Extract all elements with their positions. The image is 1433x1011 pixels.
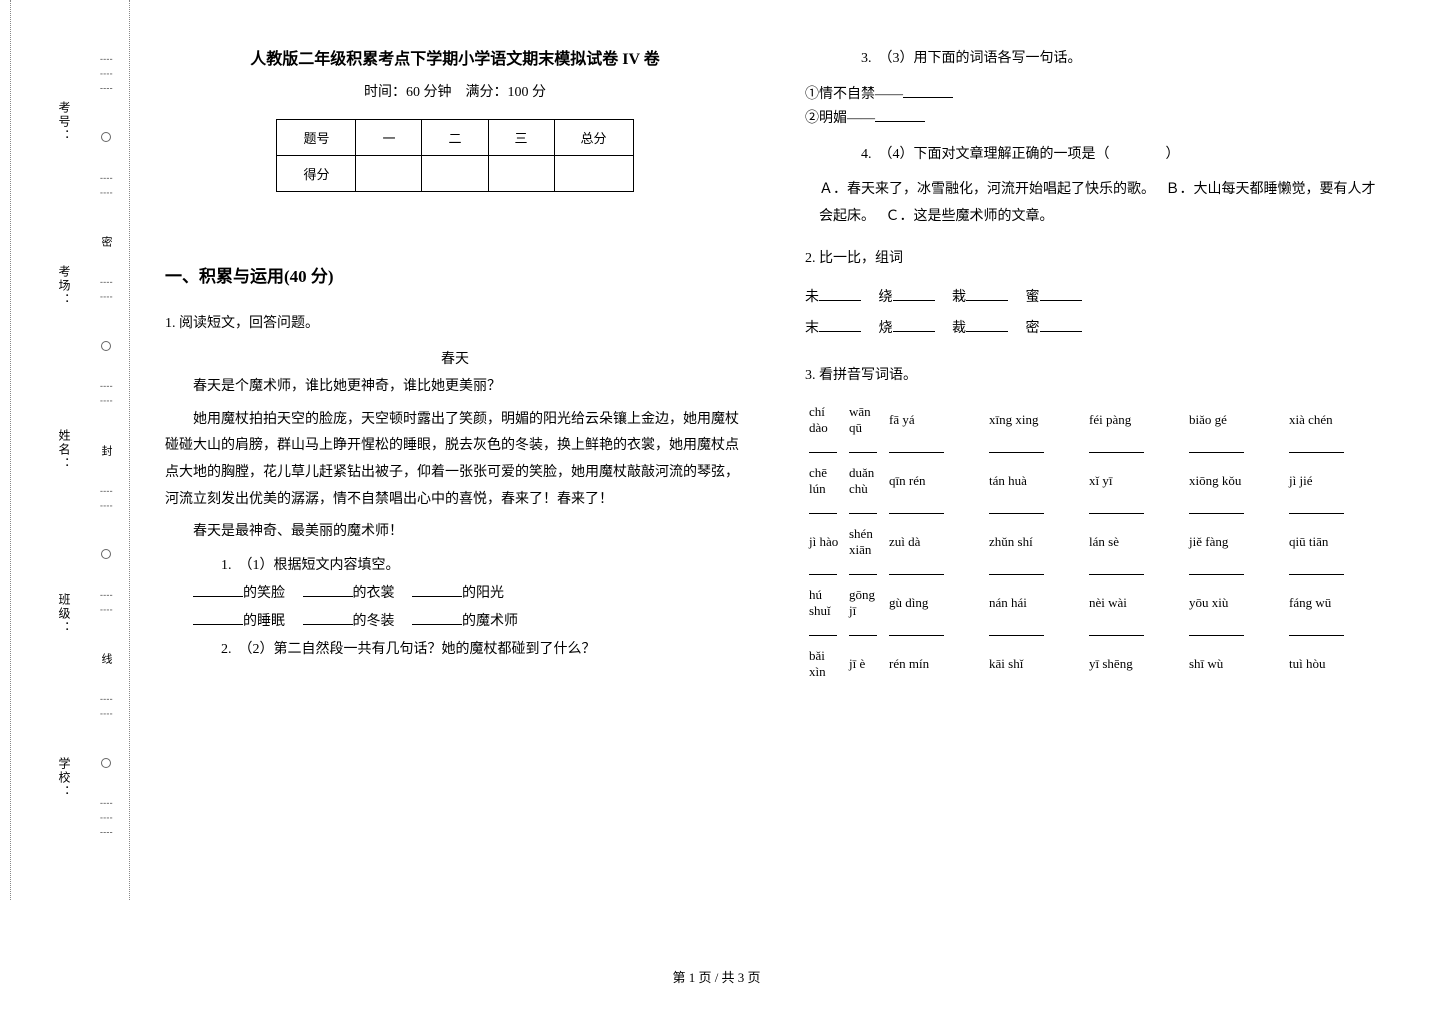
exam-title: 人教版二年级积累考点下学期小学语文期末模拟试卷 IV 卷 [165,45,745,69]
school-label: 学校： [56,757,73,799]
q1-sub2: 2. （2）第二自然段一共有几句话？她的魔杖都碰到了什么？ [221,636,745,664]
page-footer: 第 1 页 / 共 3 页 [0,967,1433,986]
pinyin-row: jì hàoshén xiān zuì dàzhǔn shílán sèjiě … [805,522,1385,562]
left-column: 人教版二年级积累考点下学期小学语文期末模拟试卷 IV 卷 时间：60 分钟 满分… [165,45,745,684]
score-table: 题号 一 二 三 总分 得分 [276,119,633,192]
passage-p1: 春天是个魔术师，谁比她更神奇，谁比她更美丽？ [165,374,745,401]
pinyin-row: chí dào wān qū fā yá xīng xing féi pàng … [805,400,1385,440]
seal-line: ┊┊┊ ┊┊ 密 ┊┊ ┊┊ 封 ┊┊ ┊┊ 线 ┊┊ ┊┊┊ [96,40,116,860]
fill-row-1: 的笑脸 的衣裳 的阳光 [193,580,745,608]
binding-margin: 学校： 班级： 姓名： 考场： 考号： ┊┊┊ ┊┊ 密 ┊┊ ┊┊ 封 ┊┊ … [10,0,130,900]
fill-row-2: 的睡眠 的冬装 的魔术师 [193,608,745,636]
section-1-heading: 一、积累与运用(40 分) [165,262,745,287]
pinyin-table: chí dào wān qū fā yá xīng xing féi pàng … [805,400,1385,684]
passage-title: 春天 [165,348,745,368]
word2: ②明媚—— [805,107,1385,127]
room-label: 考场： [56,265,73,307]
page-content: 人教版二年级积累考点下学期小学语文期末模拟试卷 IV 卷 时间：60 分钟 满分… [165,45,1395,684]
pinyin-row: hú shuǐgōng jī gù dìngnán háinèi wàiyōu … [805,583,1385,623]
student-info-labels: 学校： 班级： 姓名： 考场： 考号： [56,40,73,860]
q1-stem: 1. 阅读短文，回答问题。 [165,311,745,336]
table-row: 题号 一 二 三 总分 [277,120,633,156]
blank-row [805,562,1385,583]
pinyin-row: chē lúnduǎn chù qīn réntán huàxǐ yīxiōng… [805,461,1385,501]
passage-p3: 春天是最神奇、最美丽的魔术师！ [165,519,745,546]
q1-sub4: 4. （4）下面对文章理解正确的一项是（ ） [861,141,1385,169]
compare-row-1: 未 绕 栽 蜜 [805,283,1385,314]
blank-row [805,440,1385,461]
name-label: 姓名： [56,429,73,471]
blank-row [805,623,1385,644]
word1: ①情不自禁—— [805,83,1385,103]
right-column: 3. （3）用下面的词语各写一句话。 ①情不自禁—— ②明媚—— 4. （4）下… [805,45,1385,684]
pinyin-row: bǎi xìnjī è rén mínkāi shǐyī shēngshī wù… [805,644,1385,684]
q3-stem: 3. 看拼音写词语。 [805,363,1385,388]
time-score: 时间：60 分钟 满分：100 分 [165,81,745,101]
passage-p2: 她用魔杖拍拍天空的脸庞，天空顿时露出了笑颜，明媚的阳光给云朵镶上金边，她用魔杖碰… [165,407,745,513]
table-row: 得分 [277,156,633,192]
q1-sub3: 3. （3）用下面的词语各写一句话。 [861,45,1385,73]
compare-row-2: 末 烧 裁 密 [805,314,1385,345]
blank-row [805,501,1385,522]
q1-options: Ａ．春天来了，冰雪融化，河流开始唱起了快乐的歌。 Ｂ．大山每天都睡懒觉，要有人才… [819,177,1385,230]
q1-sub1: 1. （1）根据短文内容填空。 [221,552,745,580]
class-label: 班级： [56,593,73,635]
number-label: 考号： [56,101,73,143]
q2-stem: 2. 比一比，组词 [805,246,1385,271]
